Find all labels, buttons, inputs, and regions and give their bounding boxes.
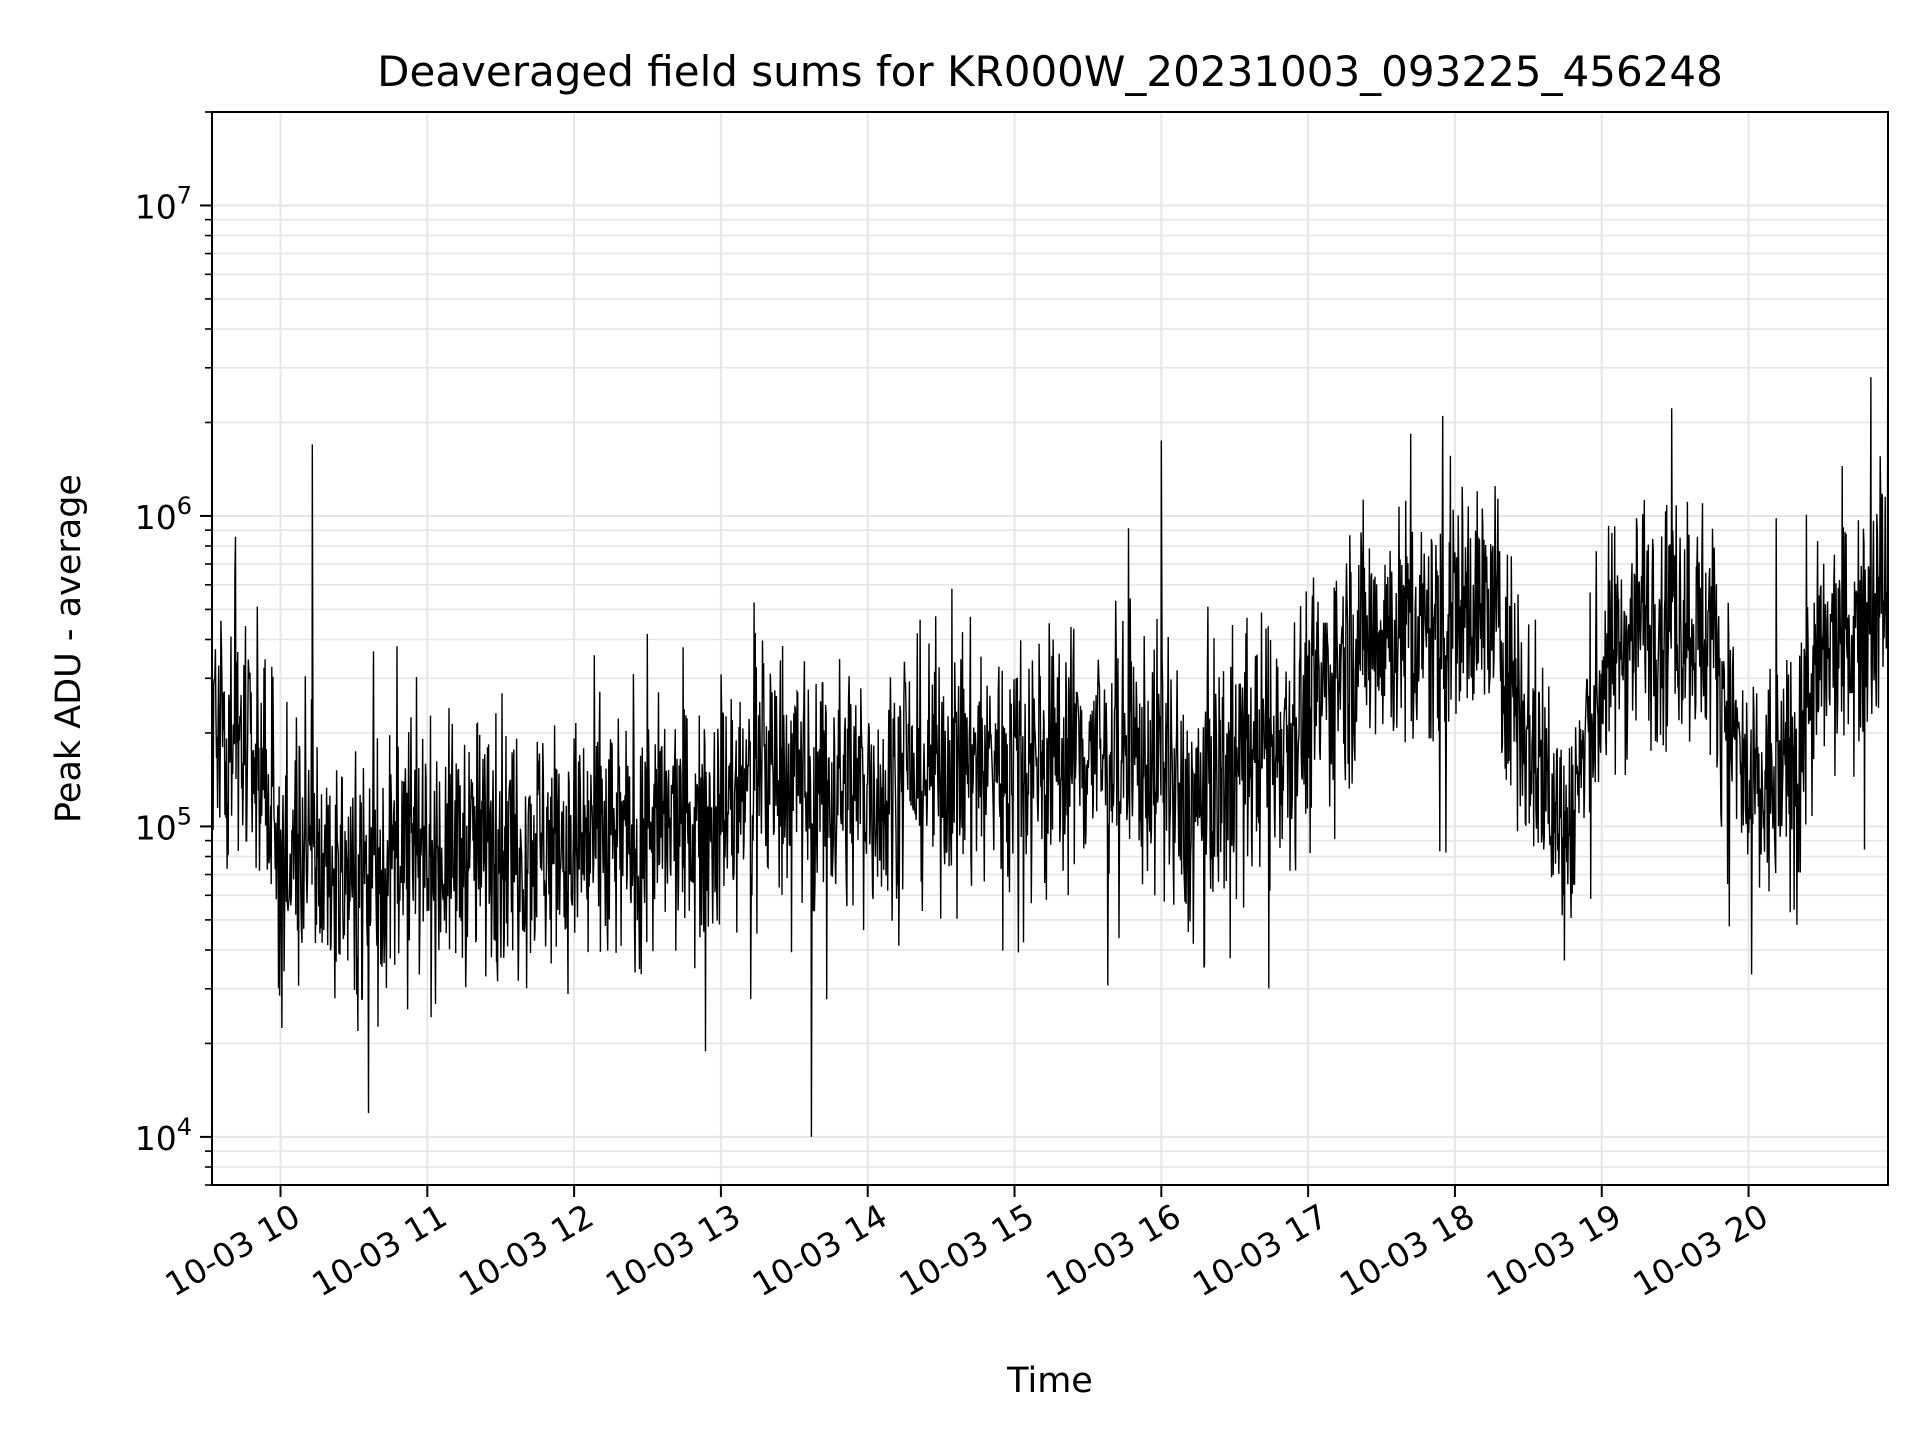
- y-axis-label: Peak ADU - average: [49, 474, 89, 823]
- series-line: [211, 170, 1889, 1137]
- y-axis: 104 105 106 107: [135, 111, 212, 1186]
- y-tick-label: 105: [135, 802, 192, 847]
- x-axis-label: Time: [1006, 1361, 1093, 1401]
- y-tick-label: 104: [135, 1113, 192, 1158]
- series-area: [211, 170, 1889, 1137]
- plot-frame: [211, 111, 1889, 1186]
- chart-title: Deaveraged field sums for KR000W_2023100…: [377, 47, 1723, 96]
- y-tick-label: 107: [135, 181, 192, 226]
- y-tick-label: 106: [135, 492, 192, 537]
